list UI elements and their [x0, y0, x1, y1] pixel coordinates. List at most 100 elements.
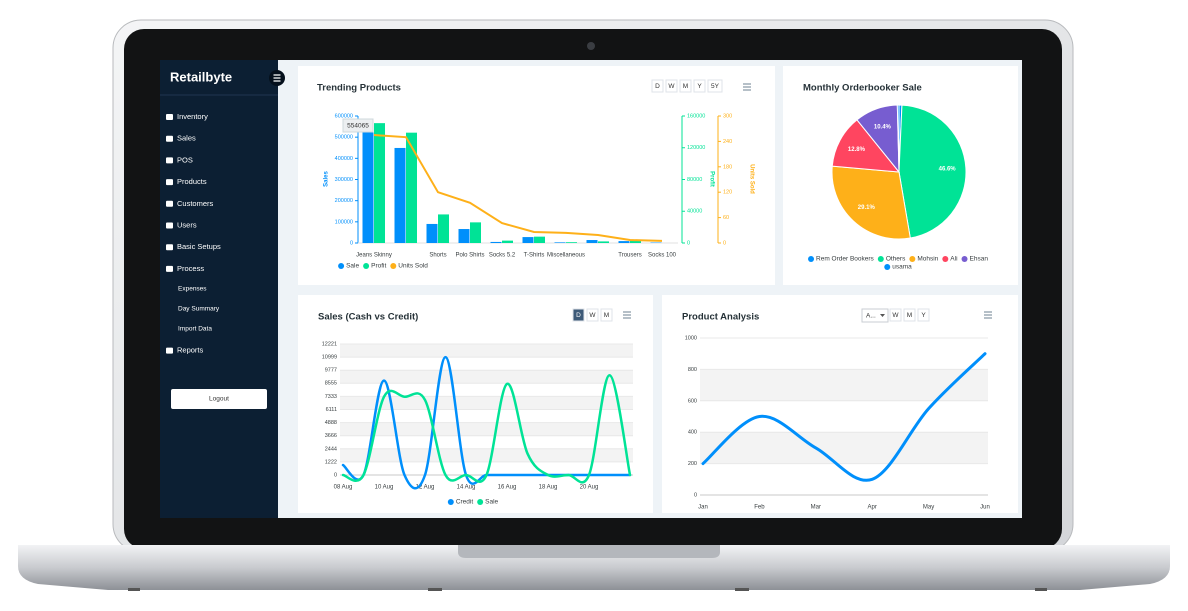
x-tick-label: Shorts: [429, 253, 446, 259]
y3-tick-label: 60: [723, 215, 729, 221]
x-tick-label: 18 Aug: [539, 485, 558, 491]
range-button[interactable]: [917, 308, 930, 322]
y-tick-label: 0: [694, 492, 697, 498]
y-tick-label: 0: [350, 240, 353, 246]
legend: Credit Sale: [447, 499, 499, 506]
menu-icon: [166, 244, 173, 251]
slice-label: 10.4%: [874, 124, 892, 130]
menu-toggle-icon: [273, 74, 281, 82]
legend-marker: [961, 256, 968, 262]
slice-label: 46.6%: [939, 167, 957, 173]
x-tick-label: Socks 5.2: [489, 253, 516, 259]
legend-label: Ehsan: [970, 256, 989, 263]
camera: [587, 42, 595, 50]
grid-band: [340, 396, 633, 410]
range-button[interactable]: [600, 308, 613, 322]
bar: [470, 222, 481, 243]
menu-item: Process: [177, 264, 204, 273]
menu-item: Customers: [177, 199, 214, 208]
legend-marker: [884, 264, 891, 270]
menu-hit[interactable]: [160, 151, 278, 169]
range-button-label: 5Y: [711, 83, 720, 90]
sidebar-menu: Inventory Sales POS Products Customers Users B…: [160, 108, 278, 360]
bar: [586, 240, 598, 243]
legend-marker: [447, 499, 454, 505]
y-tick-label: 8555: [325, 381, 337, 387]
range-button-label: D: [576, 312, 581, 319]
pie-slice: [898, 104, 967, 239]
y3-tick-label: 180: [723, 164, 732, 170]
legend-label: usama: [892, 264, 912, 271]
y2-tick-label: 80000: [687, 177, 702, 183]
range-button[interactable]: [903, 308, 916, 322]
y-tick-label: 9777: [325, 368, 337, 374]
y3-tick-label: 300: [723, 113, 732, 119]
pie-slice: [831, 165, 911, 240]
chart-menu[interactable]: [984, 311, 992, 319]
menu-hit[interactable]: [160, 342, 278, 360]
range-button[interactable]: [665, 79, 678, 93]
legend-label: Sale: [346, 263, 359, 270]
line-series: [701, 352, 987, 482]
y-tick-label: 200: [688, 461, 697, 467]
menu-hit[interactable]: [160, 130, 278, 148]
menu-icon: [166, 222, 173, 229]
line-series: [341, 374, 632, 484]
range-button-label: M: [907, 312, 912, 319]
x-tick-label: 16 Aug: [498, 485, 517, 491]
logout-button[interactable]: [171, 389, 267, 409]
x-tick-label: Polo Shirts: [455, 253, 484, 259]
range-button[interactable]: [889, 308, 902, 322]
bar: [534, 236, 545, 243]
x-tick-label: Apr: [868, 505, 877, 511]
bar: [522, 237, 534, 243]
x-tick-label: Trousers: [618, 253, 641, 259]
bar: [598, 241, 609, 243]
bar: [502, 240, 513, 243]
menu-item: Users: [177, 220, 197, 229]
menu-hit[interactable]: [160, 108, 278, 126]
chart-menu[interactable]: [623, 311, 631, 319]
menu-hit[interactable]: [160, 260, 278, 278]
range-button-label: W: [668, 83, 675, 90]
sidebar: [160, 60, 278, 518]
y-axis-title: Sales: [324, 171, 330, 187]
chart-title: Monthly Orderbooker Sale: [803, 83, 922, 94]
bar: [406, 132, 417, 243]
range-select[interactable]: [861, 308, 889, 323]
menu-hit[interactable]: [160, 195, 278, 213]
y-tick-label: 200000: [335, 198, 353, 204]
y-tick-label: 1222: [325, 459, 337, 465]
x-tick-label: 14 Aug: [457, 485, 476, 491]
range-button-label: M: [604, 312, 609, 319]
menu-icon: [166, 200, 173, 207]
y-tick-label: 600: [688, 398, 697, 404]
menu-icon: [166, 179, 173, 186]
legend: Rem Order Bookers Others Mohsin Ali Ehsan usa…: [808, 256, 988, 271]
y-tick-label: 4888: [325, 420, 337, 426]
menu-hit[interactable]: [160, 173, 278, 191]
x-tick-label: T-Shirts: [524, 253, 545, 259]
bar: [458, 229, 470, 243]
range-button[interactable]: [707, 79, 723, 93]
range-button[interactable]: [693, 79, 706, 93]
menu-icon: [166, 265, 173, 272]
laptop-notch: [458, 545, 720, 558]
grid-band: [340, 448, 633, 462]
range-button[interactable]: [572, 308, 585, 322]
y2-tick-label: 40000: [687, 209, 702, 215]
y-tick-label: 400000: [335, 156, 353, 162]
y3-tick-label: 0: [723, 240, 726, 246]
y3-tick-label: 120: [723, 190, 732, 196]
range-button[interactable]: [586, 308, 599, 322]
panel: [662, 295, 1018, 513]
menu-hit[interactable]: [160, 238, 278, 256]
chart-menu[interactable]: [743, 83, 751, 91]
range-button[interactable]: [679, 79, 692, 93]
range-button-label: Y: [697, 83, 702, 90]
chart-title: Trending Products: [317, 83, 401, 94]
menu-hit[interactable]: [160, 217, 278, 235]
x-tick-label: Jeans Skinny: [356, 253, 392, 259]
range-button[interactable]: [651, 79, 664, 93]
